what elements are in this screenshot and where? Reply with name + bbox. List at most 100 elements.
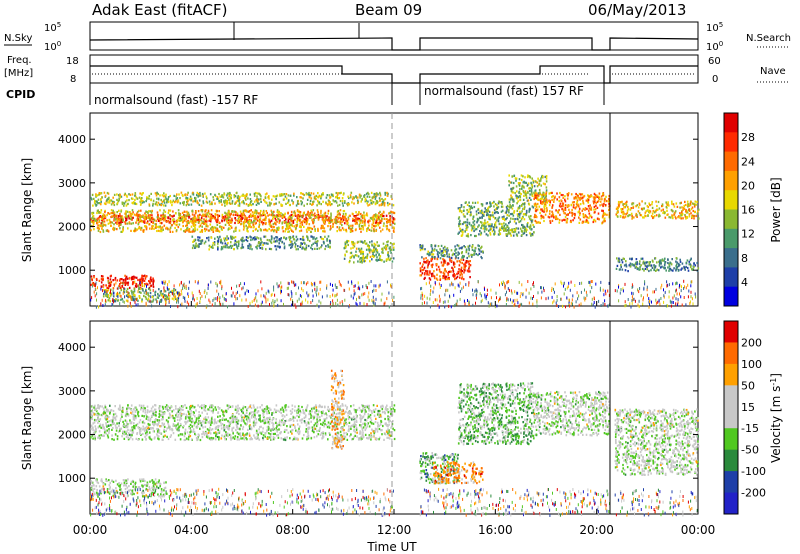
heatmap-cell <box>119 212 121 216</box>
heatmap-cell <box>213 241 216 244</box>
heatmap-cell <box>459 270 461 273</box>
heatmap-cell <box>333 218 336 221</box>
heatmap-cell <box>661 265 663 268</box>
heatmap-cell <box>160 290 162 293</box>
heatmap-cell <box>251 211 254 214</box>
heatmap-cell <box>461 246 463 249</box>
heatmap-cell <box>530 215 532 218</box>
heatmap-cell <box>373 245 376 248</box>
heatmap-cell <box>211 217 214 220</box>
heatmap-cell <box>497 202 500 205</box>
heatmap-cell <box>692 202 695 206</box>
heatmap-cell <box>654 211 656 214</box>
heatmap-cell <box>349 256 352 259</box>
heatmap-cell <box>464 302 466 306</box>
heatmap-cell <box>308 228 310 232</box>
heatmap-cell <box>373 192 376 196</box>
heatmap-cell <box>453 274 456 277</box>
heatmap-cell <box>240 212 243 215</box>
heatmap-cell <box>226 196 229 200</box>
heatmap-cell <box>105 202 107 206</box>
heatmap-cell <box>534 189 537 192</box>
heatmap-cell <box>359 258 361 261</box>
heatmap-cell <box>311 248 314 251</box>
heatmap-cell <box>642 207 645 210</box>
heatmap-cell <box>97 229 100 232</box>
heatmap-cell <box>671 258 673 261</box>
heatmap-cell <box>332 199 334 202</box>
heatmap-cell <box>184 214 186 217</box>
heatmap-cell <box>167 219 170 222</box>
power-heatmap-marks <box>90 174 700 309</box>
heatmap-cell <box>347 224 350 227</box>
heatmap-cell <box>249 193 251 196</box>
heatmap-cell <box>430 272 433 276</box>
heatmap-cell <box>368 251 371 254</box>
heatmap-cell <box>95 194 98 197</box>
heatmap-cell <box>253 200 256 203</box>
heatmap-cell <box>427 250 429 253</box>
heatmap-cell <box>248 203 251 206</box>
heatmap-cell <box>646 288 648 292</box>
heatmap-cell <box>107 277 109 280</box>
heatmap-cell <box>255 212 258 215</box>
heatmap-cell <box>135 214 137 217</box>
heatmap-cell <box>536 185 539 188</box>
heatmap-cell <box>519 227 522 230</box>
heatmap-cell <box>673 205 676 208</box>
heatmap-cell <box>696 269 699 272</box>
heatmap-cell <box>679 216 681 219</box>
heatmap-cell <box>513 211 515 214</box>
heatmap-cell <box>111 200 114 203</box>
heatmap-cell <box>172 199 175 202</box>
heatmap-cell <box>373 218 376 221</box>
heatmap-cell <box>332 223 334 226</box>
heatmap-cell <box>245 238 247 241</box>
heatmap-cell <box>104 209 106 212</box>
heatmap-cell <box>593 202 595 205</box>
heatmap-cell <box>466 226 468 229</box>
heatmap-cell <box>246 227 248 230</box>
heatmap-cell <box>341 227 344 230</box>
heatmap-cell <box>359 260 361 264</box>
heatmap-cell <box>446 252 448 255</box>
heatmap-cell <box>125 217 127 220</box>
heatmap-cell <box>371 240 373 243</box>
heatmap-cell <box>599 204 601 207</box>
heatmap-cell <box>303 225 305 228</box>
heatmap-cell <box>458 225 460 228</box>
heatmap-cell <box>166 199 168 202</box>
heatmap-cell <box>263 235 265 238</box>
heatmap-cell <box>141 300 143 303</box>
noise-right-tick-bottom: 100 <box>706 40 723 53</box>
heatmap-cell <box>366 202 368 205</box>
heatmap-cell <box>594 199 596 202</box>
heatmap-cell <box>553 196 556 199</box>
heatmap-cell <box>194 227 196 230</box>
heatmap-cell <box>651 206 654 209</box>
heatmap-cell <box>421 246 423 249</box>
heatmap-cell <box>458 208 461 211</box>
power-plot-frame <box>89 112 699 307</box>
heatmap-cell <box>245 203 248 206</box>
heatmap-cell <box>583 194 586 198</box>
heatmap-cell <box>377 217 379 220</box>
heatmap-cell <box>287 201 289 204</box>
heatmap-cell <box>529 227 531 230</box>
heatmap-cell <box>305 228 308 231</box>
heatmap-cell <box>229 202 232 205</box>
heatmap-cell <box>132 277 135 280</box>
heatmap-cell <box>211 203 213 206</box>
heatmap-cell <box>492 214 494 217</box>
heatmap-cell <box>361 217 364 220</box>
heatmap-cell <box>264 193 267 196</box>
heatmap-cell <box>188 215 191 218</box>
heatmap-cell <box>512 234 515 237</box>
heatmap-cell <box>268 197 270 200</box>
heatmap-cell <box>234 202 236 205</box>
heatmap-cell <box>577 203 580 206</box>
heatmap-cell <box>382 201 385 204</box>
heatmap-cell <box>589 195 591 198</box>
heatmap-cell <box>102 295 105 298</box>
